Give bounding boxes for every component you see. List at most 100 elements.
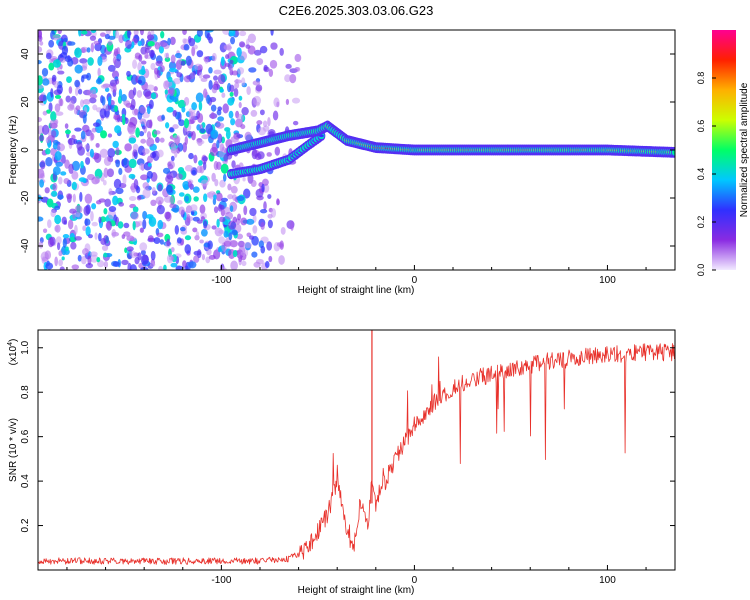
heatmap-cell — [168, 61, 177, 71]
heatmap-cell — [193, 154, 198, 164]
heatmap-cell — [235, 78, 239, 84]
heatmap-cell — [38, 134, 45, 142]
heatmap-cell — [42, 228, 48, 234]
heatmap-cell — [113, 178, 122, 189]
heatmap-cell — [69, 100, 75, 110]
heatmap-cell — [61, 256, 65, 261]
heatmap-cell — [97, 77, 102, 84]
heatmap-cell — [54, 103, 61, 113]
heatmap-cell — [71, 170, 79, 180]
heatmap-cell — [257, 151, 265, 160]
heatmap-cell — [270, 30, 274, 36]
heatmap-cell — [62, 234, 70, 239]
heatmap-cell — [208, 67, 213, 74]
heatmap-cell — [118, 34, 124, 44]
heatmap-cell — [224, 211, 234, 220]
heatmap-cell — [168, 87, 175, 97]
heatmap-cell — [218, 236, 225, 244]
heatmap-cell — [132, 220, 136, 231]
heatmap-cell — [71, 160, 81, 172]
heatmap-cell — [227, 194, 234, 200]
heatmap-cell — [146, 170, 153, 179]
heatmap-cell — [51, 190, 58, 197]
heatmap-cell — [164, 89, 168, 95]
heatmap-cell — [38, 84, 44, 89]
heatmap-cell — [188, 152, 194, 160]
heatmap-cell — [94, 152, 102, 163]
heatmap-cell — [166, 254, 174, 264]
heatmap-cell — [95, 142, 100, 148]
heatmap-cell — [140, 249, 146, 256]
heatmap-cell — [99, 148, 109, 158]
heatmap-cell — [41, 124, 50, 136]
heatmap-cell — [60, 171, 67, 176]
heatmap-cell — [52, 142, 58, 150]
heatmap-cell — [216, 161, 222, 170]
heatmap-cell — [198, 71, 203, 79]
heatmap-cell — [211, 52, 217, 62]
heatmap-cell — [89, 251, 98, 257]
heatmap-cell — [112, 56, 117, 65]
heatmap-cell — [222, 30, 231, 35]
heatmap-cell — [160, 30, 165, 39]
heatmap-y-tick-label: 0 — [20, 147, 31, 153]
heatmap-cell — [82, 62, 88, 69]
heatmap-cell — [85, 262, 94, 269]
heatmap-cell — [72, 193, 76, 203]
heatmap-cell — [241, 107, 249, 116]
heatmap-cell — [213, 206, 219, 214]
heatmap-cell — [90, 254, 99, 263]
heatmap-cell — [234, 82, 240, 89]
heatmap-cell — [165, 52, 170, 60]
heatmap-cell — [103, 156, 112, 166]
heatmap-cell — [268, 68, 274, 77]
heatmap-cell — [133, 178, 139, 190]
heatmap-cell — [101, 245, 109, 251]
colorbar-tick-label: 0.0 — [696, 264, 706, 277]
heatmap-cell — [63, 248, 70, 255]
heatmap-cell — [136, 195, 142, 201]
heatmap-cell — [193, 44, 198, 50]
heatmap-cell — [40, 173, 45, 180]
heatmap-cell — [100, 84, 109, 89]
heatmap-cell — [267, 116, 271, 127]
heatmap-cell — [227, 183, 232, 191]
heatmap-cell — [203, 220, 208, 229]
heatmap-cell — [97, 67, 101, 77]
heatmap-cell — [78, 30, 82, 37]
heatmap-cell — [137, 40, 142, 47]
heatmap-cell — [190, 204, 198, 212]
heatmap-cell — [182, 30, 187, 36]
heatmap-cell — [82, 248, 89, 256]
heatmap-cell — [222, 103, 229, 114]
heatmap-cell — [155, 60, 163, 67]
heatmap-cell — [104, 33, 110, 40]
heatmap-cell — [195, 231, 200, 239]
heatmap-cell — [122, 174, 127, 185]
heatmap-cell — [232, 194, 237, 201]
heatmap-cell — [176, 72, 183, 78]
heatmap-cell — [177, 166, 185, 174]
heatmap-cell — [45, 137, 51, 144]
heatmap-cell — [161, 114, 165, 121]
heatmap-cell — [216, 139, 220, 149]
heatmap-cell — [202, 88, 208, 99]
heatmap-cell — [206, 30, 214, 33]
snr-x-tick-label: 100 — [599, 575, 616, 586]
heatmap-cell — [148, 99, 154, 110]
heatmap-cell — [59, 266, 65, 270]
heatmap-cell — [259, 209, 268, 214]
heatmap-cell — [140, 138, 147, 144]
heatmap-cell — [121, 259, 129, 266]
heatmap-cell — [252, 95, 262, 106]
heatmap-cell — [167, 37, 171, 46]
heatmap-cell — [223, 230, 229, 238]
heatmap-cell — [188, 110, 194, 120]
heatmap-cell — [45, 157, 53, 167]
heatmap-cell — [238, 95, 243, 101]
heatmap-x-axis: -100 0 100 — [66, 265, 647, 286]
heatmap-cell — [142, 219, 147, 230]
heatmap-cell — [80, 130, 86, 140]
heatmap-cell — [214, 178, 219, 187]
snr-y-multiplier-exp: 4 — [7, 342, 14, 346]
